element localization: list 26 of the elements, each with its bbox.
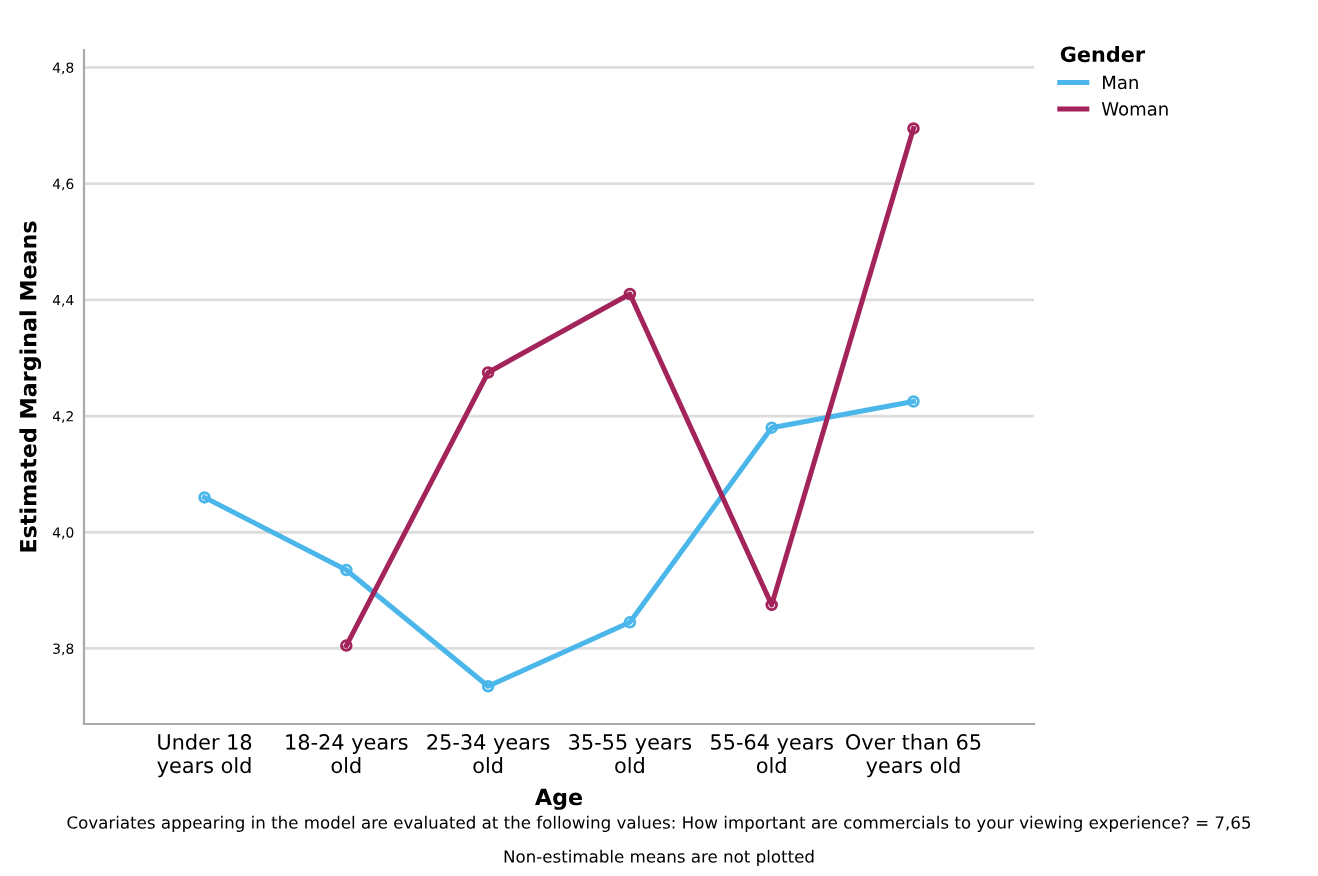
- x-axis-title: Age: [535, 788, 583, 810]
- point: [340, 639, 353, 652]
- x-tick-label: 25-34 years old: [427, 734, 550, 774]
- point: [481, 679, 495, 693]
- x-tick-label: Over than 65 years old: [846, 733, 981, 778]
- point: [765, 598, 778, 612]
- point: [765, 421, 778, 434]
- legend-title: Gender: [1060, 46, 1146, 63]
- x-tick-label: 18-24 years old: [286, 734, 408, 774]
- y-axis-title: Estimated Marginal Means: [19, 221, 42, 552]
- point: [907, 122, 920, 135]
- text: Non-estimable means are not plotted: [504, 849, 814, 866]
- legend-label: Man: [1103, 75, 1138, 90]
- x-tick-label: 55-64 years old: [711, 734, 833, 774]
- point: [198, 491, 211, 504]
- line-series: [198, 395, 920, 693]
- x-tick-label: Under 18 years old: [157, 733, 252, 778]
- point: [623, 287, 637, 301]
- point: [907, 395, 920, 408]
- text: Covariates appearing in the model are evaluated at the following values: How important are commercials to your viewing experience? = 7,65: [67, 815, 1251, 832]
- point: [481, 366, 495, 379]
- x-tick-label: 35-55 years old: [569, 734, 692, 774]
- point: [623, 616, 637, 629]
- line-series: [340, 122, 920, 652]
- point: [340, 563, 353, 577]
- legend-label: Woman: [1101, 102, 1168, 116]
